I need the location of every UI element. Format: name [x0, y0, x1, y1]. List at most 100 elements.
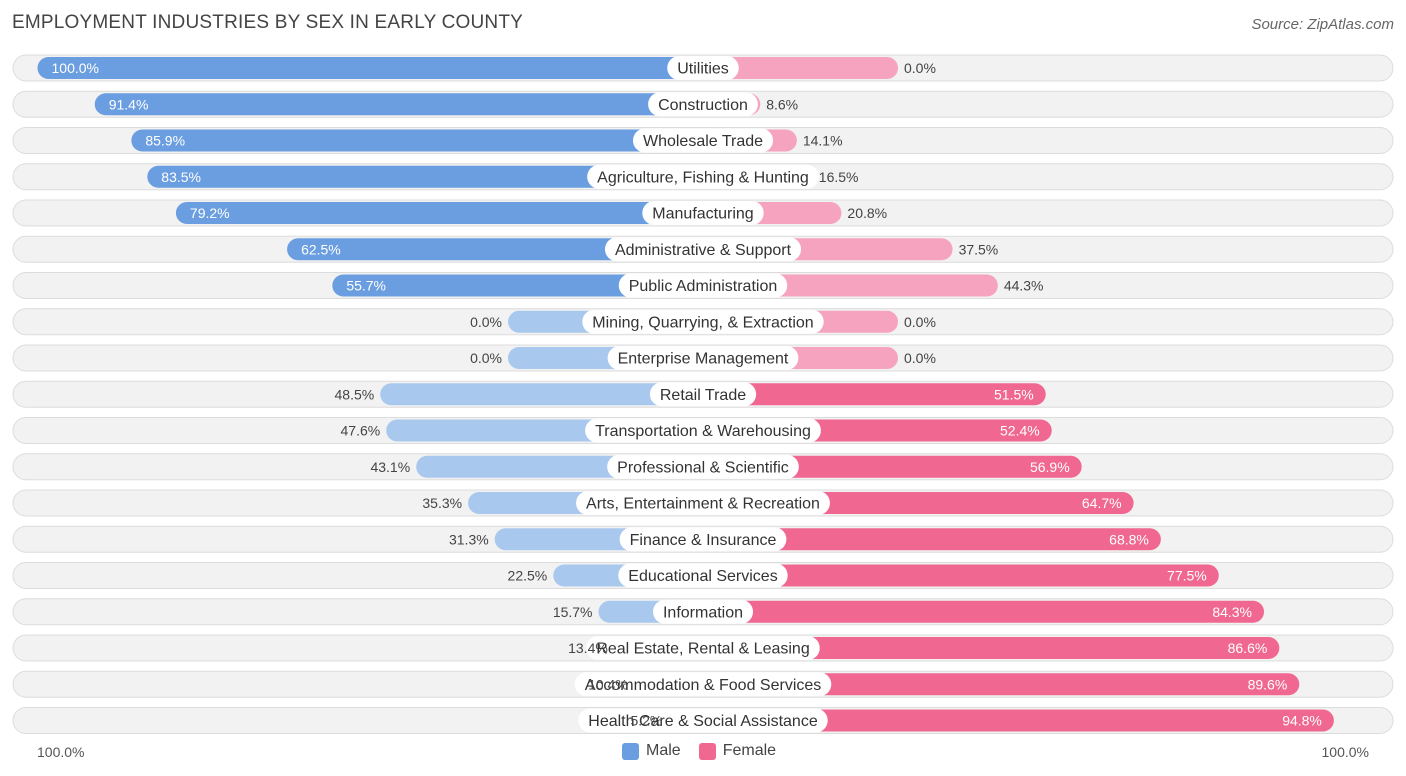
- category-label-pill: [607, 346, 799, 370]
- male-value-label: 55.7%: [346, 278, 386, 294]
- category-label: Retail Trade: [660, 387, 746, 404]
- male-value-label: 48.5%: [335, 386, 375, 402]
- category-label-pill: [587, 164, 819, 189]
- female-value-label: 16.5%: [819, 169, 859, 185]
- category-label: Public Administration: [629, 278, 778, 295]
- female-value-label: 77.5%: [1167, 568, 1207, 584]
- female-bar: [703, 637, 1280, 659]
- axis-right-label: 100.0%: [1321, 744, 1369, 760]
- legend-label-male: Male: [646, 742, 681, 759]
- male-bar: [94, 93, 703, 116]
- category-label: Manufacturing: [652, 206, 753, 223]
- legend-swatch-male: [622, 742, 639, 760]
- category-label-pill: [576, 491, 830, 515]
- category-label-pill: [652, 599, 754, 624]
- category-label-pill: [604, 237, 802, 262]
- male-value-label: 10.4%: [588, 676, 628, 692]
- female-bar: [703, 383, 1046, 406]
- female-value-label: 51.5%: [994, 386, 1034, 402]
- axis-left-label: 100.0%: [37, 744, 85, 760]
- female-value-label: 56.9%: [1030, 459, 1070, 475]
- female-value-label: 68.8%: [1109, 531, 1149, 547]
- male-bar: [147, 165, 703, 188]
- legend-item-female: Female: [698, 742, 777, 760]
- category-label-pill: [618, 273, 788, 298]
- male-value-label: 91.4%: [109, 96, 149, 112]
- category-label: Transportation & Warehousing: [595, 423, 811, 440]
- male-bar: [175, 202, 703, 224]
- category-label-pill: [582, 309, 824, 334]
- female-value-label: 52.4%: [1000, 423, 1040, 439]
- source-credit: Source: ZipAtlas.com: [1251, 16, 1394, 33]
- female-bar: [703, 564, 1219, 587]
- category-label-pill: [619, 527, 787, 552]
- category-label: Utilities: [677, 61, 729, 78]
- female-bar: [703, 57, 898, 79]
- female-bar: [703, 709, 1334, 732]
- female-value-label: 0.0%: [904, 60, 936, 76]
- female-value-label: 20.8%: [847, 205, 887, 221]
- category-label-pill: [649, 382, 757, 407]
- female-value-label: 0.0%: [904, 350, 936, 366]
- male-value-label: 43.1%: [370, 459, 410, 475]
- female-bar: [703, 600, 1265, 623]
- category-label: Professional & Scientific: [617, 459, 789, 476]
- female-value-label: 37.5%: [959, 241, 999, 257]
- category-label-pill: [632, 128, 774, 153]
- male-value-label: 100.0%: [52, 60, 99, 76]
- category-label: Arts, Entertainment & Recreation: [586, 496, 820, 513]
- female-value-label: 64.7%: [1082, 495, 1122, 511]
- female-value-label: 44.3%: [1004, 278, 1044, 294]
- category-label-pill: [586, 636, 820, 660]
- category-label: Administrative & Support: [615, 242, 792, 259]
- male-value-label: 31.3%: [449, 531, 489, 547]
- category-label-pill: [648, 92, 758, 117]
- male-bar: [287, 238, 703, 261]
- male-value-label: 47.6%: [341, 423, 381, 439]
- male-value-label: 13.4%: [568, 640, 608, 656]
- category-label-pill: [642, 201, 764, 225]
- category-label: Educational Services: [628, 568, 777, 585]
- category-label: Wholesale Trade: [643, 133, 763, 150]
- female-value-label: 8.6%: [766, 96, 798, 112]
- category-label-pill: [667, 56, 739, 80]
- category-label: Accommodation & Food Services: [585, 677, 822, 694]
- male-value-label: 22.5%: [508, 568, 548, 584]
- male-value-label: 0.0%: [470, 350, 502, 366]
- female-bar: [703, 528, 1161, 551]
- category-label-pill: [585, 418, 821, 443]
- category-label-pill: [574, 672, 832, 697]
- female-value-label: 86.6%: [1228, 640, 1268, 656]
- male-value-label: 35.3%: [422, 495, 462, 511]
- legend-swatch-female: [698, 742, 716, 760]
- legend-label-female: Female: [722, 742, 777, 759]
- legend-item-male: Male: [622, 742, 681, 760]
- male-bar: [131, 129, 703, 152]
- female-bar: [703, 673, 1300, 696]
- male-bar: [380, 383, 703, 406]
- male-value-label: 83.5%: [161, 169, 201, 185]
- category-label: Construction: [658, 97, 748, 114]
- category-label: Real Estate, Rental & Leasing: [596, 641, 809, 658]
- chart-title: EMPLOYMENT INDUSTRIES BY SEX IN EARLY CO…: [12, 12, 524, 33]
- category-label: Agriculture, Fishing & Hunting: [597, 169, 809, 186]
- male-value-label: 5.2%: [630, 713, 662, 729]
- diverging-bar-chart: Utilities 100.0% 0.0% Construction 91.4% 8.6%…: [12, 54, 1394, 734]
- male-bar: [37, 57, 703, 79]
- female-value-label: 14.1%: [803, 133, 843, 149]
- category-label: Information: [663, 604, 743, 621]
- male-bar: [332, 274, 703, 297]
- male-value-label: 85.9%: [145, 133, 185, 149]
- female-value-label: 89.6%: [1248, 676, 1288, 692]
- male-value-label: 62.5%: [301, 241, 341, 257]
- female-value-label: 84.3%: [1212, 604, 1252, 620]
- category-label: Finance & Insurance: [630, 532, 777, 549]
- female-value-label: 94.8%: [1282, 713, 1322, 729]
- male-value-label: 0.0%: [470, 314, 502, 330]
- category-label-pill: [578, 708, 828, 733]
- category-label-pill: [607, 454, 799, 479]
- female-bar: [703, 455, 1082, 478]
- male-value-label: 79.2%: [190, 205, 230, 221]
- category-label: Enterprise Management: [618, 351, 789, 368]
- category-label: Health Care & Social Assistance: [588, 713, 818, 730]
